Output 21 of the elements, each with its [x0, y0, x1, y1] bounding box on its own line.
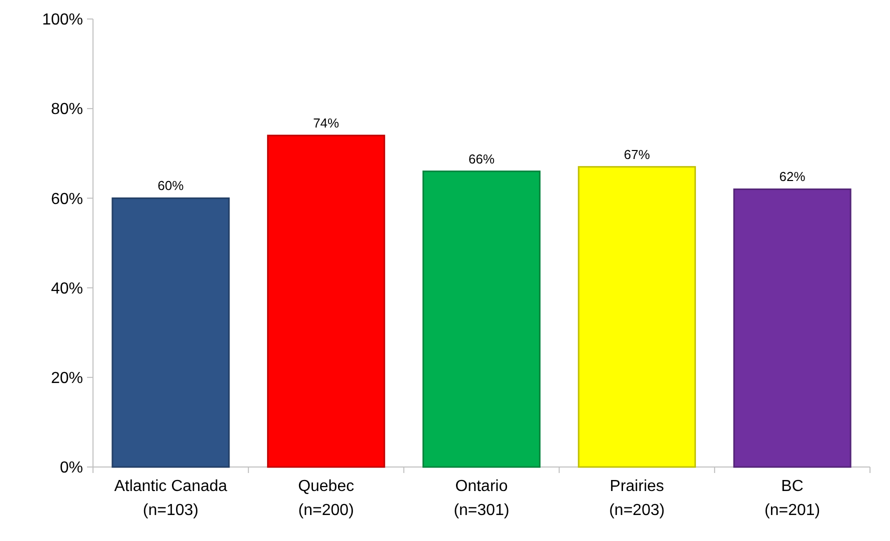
y-tick-label: 20%	[50, 370, 83, 387]
bar	[422, 170, 541, 468]
x-tick-label: BC (n=201)	[764, 478, 820, 519]
data-label: 66%	[468, 151, 495, 166]
y-tick-label: 60%	[50, 190, 83, 208]
data-label: 74%	[313, 115, 340, 130]
bar	[112, 197, 230, 468]
data-label: 62%	[779, 169, 806, 184]
x-tick-label: Prairies (n=203)	[609, 478, 665, 519]
x-tick-label: Ontario (n=301)	[454, 478, 510, 519]
bar	[578, 166, 696, 468]
data-label: 67%	[624, 146, 650, 162]
x-tick-label: Atlantic Canada (n=103)	[114, 478, 228, 519]
y-tick-label: 40%	[50, 280, 83, 298]
data-label: 60%	[158, 178, 184, 194]
y-tick-label: 80%	[50, 101, 83, 118]
bar	[733, 188, 852, 468]
x-tick-label: Quebec (n=200)	[298, 478, 354, 519]
bar	[267, 134, 386, 468]
y-tick-label: 100%	[42, 12, 83, 29]
y-tick-label: 0%	[60, 460, 83, 477]
